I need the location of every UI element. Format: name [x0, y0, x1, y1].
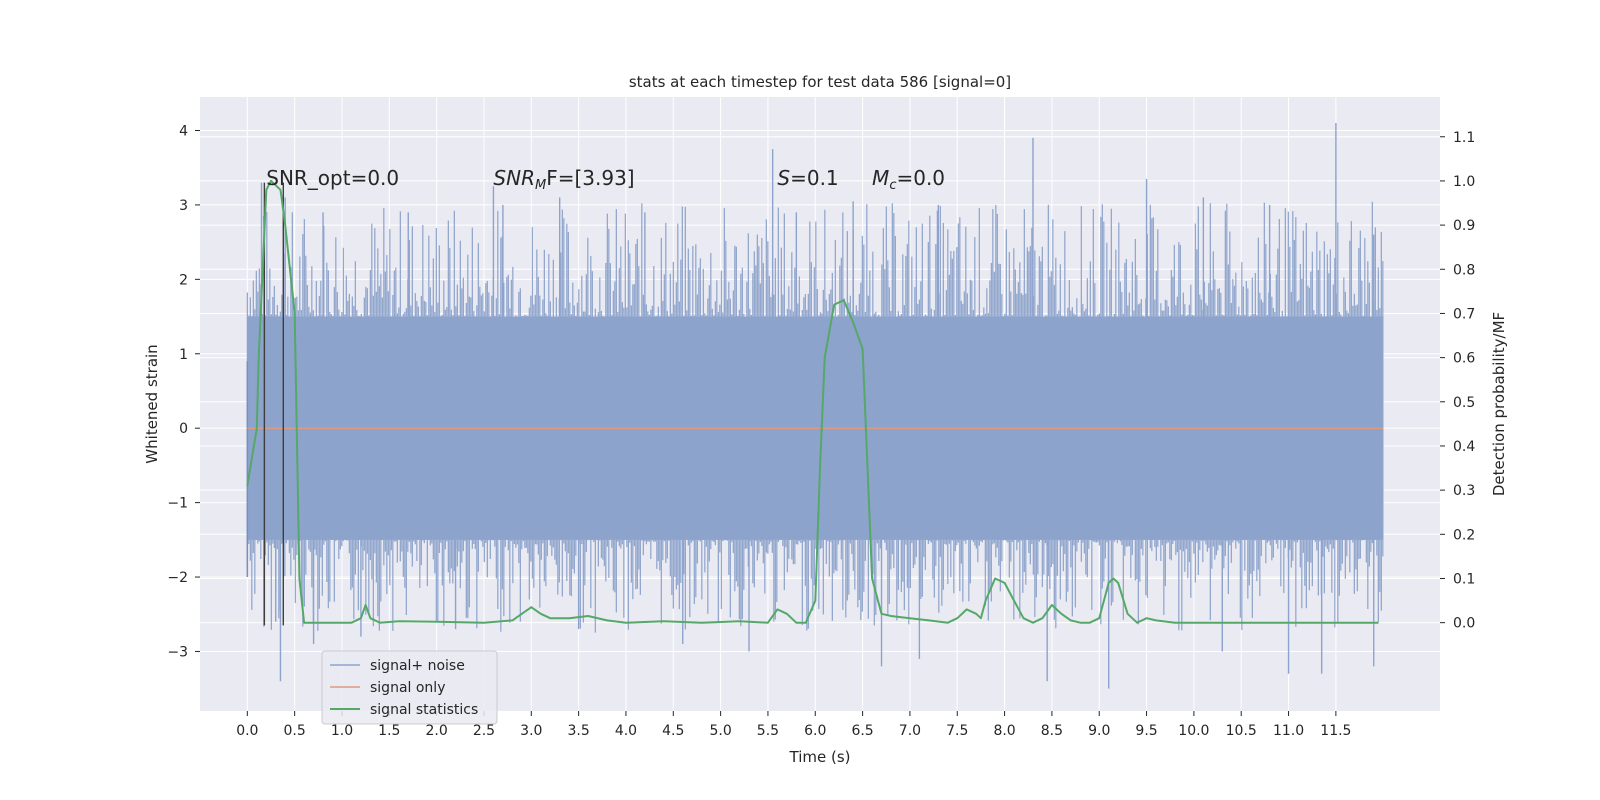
legend-entry-signal-only: signal only [370, 680, 445, 696]
y-axis-label-left: Whitened strain [143, 344, 161, 463]
x-tick-label: 8.5 [1041, 723, 1063, 739]
x-tick-label: 11.0 [1273, 723, 1304, 739]
x-tick-label: 9.0 [1088, 723, 1110, 739]
x-tick-label: 8.0 [993, 723, 1015, 739]
y-tick-label-right: 0.9 [1453, 218, 1475, 234]
x-tick-label: 3.5 [567, 723, 589, 739]
y-tick-label-left: 4 [179, 123, 188, 139]
annotation-s: S=0.1 [777, 166, 838, 190]
legend-entry-signal-noise: signal+ noise [370, 658, 465, 674]
y-axis-label-right: Detection probability/MF [1490, 312, 1508, 496]
x-tick-label: 7.0 [899, 723, 921, 739]
x-tick-label: 2.5 [473, 723, 495, 739]
x-tick-label: 1.0 [331, 723, 353, 739]
y-tick-label-right: 0.2 [1453, 527, 1475, 543]
y-tick-label-left: −3 [167, 644, 188, 660]
axis-ticks: 0.0 0.5 1.0 1.5 2.0 2.5 3.0 3.5 4.0 4.5 5.0 5.5 6.0 6… [167, 123, 1475, 739]
y-tick-label-left: −1 [167, 496, 188, 512]
x-tick-label: 0.5 [284, 723, 306, 739]
legend: signal+ noise signal only signal statist… [321, 650, 498, 725]
annotation-snr-opt: SNR_opt=0.0 [266, 166, 399, 190]
x-tick-label: 10.0 [1178, 723, 1209, 739]
y-tick-label-left: 0 [179, 421, 188, 437]
signal-statistics-series [246, 179, 1379, 624]
annotation-snr-mf: SNRMF=[3.93] [493, 166, 634, 193]
y-tick-label-left: 1 [179, 347, 188, 363]
x-tick-label: 6.5 [851, 723, 873, 739]
legend-entry-signal-statistics: signal statistics [370, 702, 478, 718]
y-tick-label-left: −2 [167, 570, 188, 586]
x-tick-label: 5.0 [709, 723, 731, 739]
x-tick-label: 6.0 [804, 723, 826, 739]
y-tick-label-right: 0.8 [1453, 262, 1475, 278]
y-tick-label-right: 0.3 [1453, 483, 1475, 499]
y-tick-label-right: 0.6 [1453, 351, 1475, 367]
x-tick-label: 10.5 [1226, 723, 1257, 739]
chart-title: stats at each timestep for test data 586… [629, 73, 1011, 91]
x-tick-label: 11.5 [1320, 723, 1351, 739]
x-tick-label: 4.5 [662, 723, 684, 739]
x-tick-label: 2.0 [426, 723, 448, 739]
y-tick-label-right: 0.0 [1453, 616, 1475, 632]
y-tick-label-left: 3 [179, 198, 188, 214]
y-tick-label-right: 1.0 [1453, 174, 1475, 190]
y-tick-label-left: 2 [179, 272, 188, 288]
x-axis-label: Time (s) [789, 748, 851, 766]
y-tick-label-right: 0.7 [1453, 306, 1475, 322]
x-tick-label: 9.5 [1135, 723, 1157, 739]
x-tick-label: 4.0 [615, 723, 637, 739]
x-tick-label: 1.5 [378, 723, 400, 739]
x-tick-label: 5.5 [757, 723, 779, 739]
annotation-mc: Mc=0.0 [872, 166, 945, 193]
y-tick-label-right: 0.1 [1453, 571, 1475, 587]
y-tick-label-right: 0.5 [1453, 395, 1475, 411]
signal-statistics-line [246, 179, 1379, 624]
x-tick-label: 3.0 [520, 723, 542, 739]
y-tick-label-right: 0.4 [1453, 439, 1475, 455]
x-tick-label: 0.0 [236, 723, 258, 739]
x-tick-label: 7.5 [946, 723, 968, 739]
event-markers [263, 182, 284, 626]
y-tick-label-right: 1.1 [1453, 130, 1475, 146]
legend-box [321, 650, 498, 725]
